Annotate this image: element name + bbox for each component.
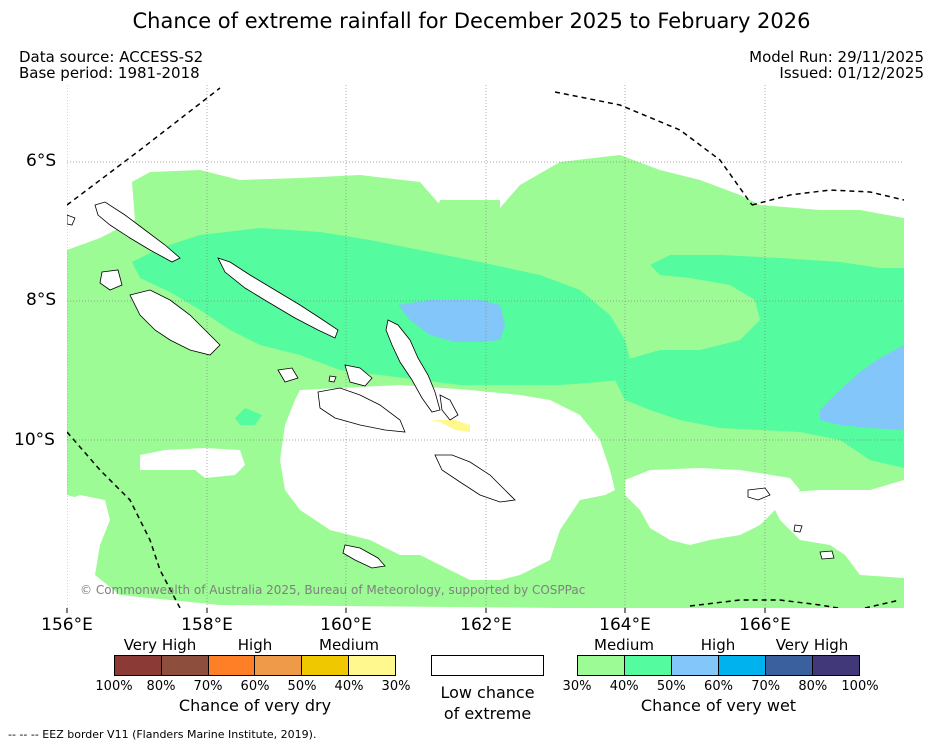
island-russell: [277, 367, 299, 383]
base-period-text: Base period: 1981-2018: [19, 64, 200, 82]
lon-label-162e: 162°E: [460, 615, 512, 635]
dry-tick-4: 50%: [287, 679, 317, 694]
island-vella: [99, 269, 123, 291]
wet-swatch-3: [718, 656, 765, 675]
wet-tick-6: 100%: [841, 679, 879, 694]
dry-heading-medium: Medium: [319, 636, 379, 654]
dry-legend-title: Chance of very dry: [178, 696, 332, 715]
low-chance-line2: of extreme: [443, 704, 532, 723]
dry-swatch-1: [160, 656, 208, 675]
lon-label-160e: 160°E: [320, 615, 372, 635]
island-florida: [344, 364, 373, 387]
wet-heading-very-high: Very High: [775, 636, 849, 654]
wet-heading-high: High: [700, 636, 736, 654]
low-chance-hole-1: [140, 448, 245, 478]
wet-tick-3: 60%: [704, 679, 733, 694]
lon-label-166e: 166°E: [739, 615, 791, 635]
wet-swatch-4: [765, 656, 812, 675]
lat-label-10s: 10°S: [14, 430, 55, 450]
dry-tick-3: 60%: [240, 679, 270, 694]
dry-colorbar: [114, 655, 396, 676]
island-vanikoro: [819, 550, 835, 560]
dry-heading-very-high: Very High: [123, 636, 197, 654]
wet-swatch-5: [812, 656, 859, 675]
dry-tick-6: 30%: [381, 679, 411, 694]
wet-swatch-1: [624, 656, 671, 675]
wet-swatch-0: [578, 656, 624, 675]
low-chance-hole-2: [280, 385, 615, 580]
low-chance-hole-4: [67, 495, 560, 608]
lat-label-8s: 8°S: [26, 290, 57, 310]
low-chance-label: Low chance of extreme: [420, 682, 555, 724]
wet-tick-5: 80%: [798, 679, 828, 694]
wet-swatch-2: [671, 656, 718, 675]
low-chance-hole-3: [625, 468, 800, 545]
island-santa-cruz: [747, 487, 771, 501]
lon-label-158e: 158°E: [181, 615, 233, 635]
island-malaita: [385, 319, 441, 413]
island-new-georgia: [129, 289, 221, 356]
dry-tick-1: 80%: [146, 679, 176, 694]
island-makira: [434, 454, 516, 503]
dry-heading-high: High: [237, 636, 273, 654]
wet-medium-high-region: [132, 228, 904, 468]
island-santa-isabel: [217, 257, 339, 339]
dry-swatch-5: [348, 656, 395, 675]
data-source-text: Data source: ACCESS-S2: [19, 48, 204, 66]
island-small-2: [328, 375, 337, 383]
lon-label-156e: 156°E: [41, 615, 93, 635]
dry-swatch-4: [301, 656, 349, 675]
wet-tick-4: 70%: [751, 679, 781, 694]
meta-right: Model Run: 29/11/2025 Issued: 01/12/2025: [749, 49, 924, 81]
island-utupua: [793, 524, 803, 533]
dry-tick-0: 100%: [95, 679, 133, 694]
graticule: [67, 85, 904, 608]
wet-legend-title: Chance of very wet: [640, 696, 797, 715]
island-choiseul: [94, 201, 181, 263]
wet-tick-2: 50%: [656, 679, 686, 694]
axis-ticks: [66, 608, 766, 613]
meta-left: Data source: ACCESS-S2 Base period: 1981…: [19, 49, 203, 81]
wet-heading-medium: Medium: [594, 636, 654, 654]
dry-swatch-2: [207, 656, 255, 675]
low-chance-line1: Low chance: [440, 683, 535, 702]
model-run-text: Model Run: 29/11/2025: [749, 48, 924, 66]
issued-text: Issued: 01/12/2025: [779, 64, 924, 82]
eez-borders: [67, 87, 904, 608]
wet-high-region: [398, 300, 904, 430]
dry-swatch-3: [254, 656, 302, 675]
map-title: Chance of extreme rainfall for December …: [132, 9, 811, 33]
wet-tick-0: 30%: [562, 679, 592, 694]
dry-tick-5: 40%: [334, 679, 364, 694]
wet-colorbar: [577, 655, 860, 676]
island-small-malaita: [439, 394, 459, 421]
low-chance-swatch: [431, 655, 544, 676]
coastlines: [67, 201, 835, 569]
lat-label-6s: 6°S: [26, 151, 57, 171]
island-guadalcanal: [317, 387, 406, 433]
wet-tick-1: 40%: [609, 679, 639, 694]
copyright-text: © Commonwealth of Australia 2025, Bureau…: [80, 583, 586, 597]
dry-medium-region: [430, 420, 470, 432]
island-rennell: [342, 544, 386, 569]
dry-tick-2: 70%: [193, 679, 223, 694]
island-small-1: [67, 214, 76, 226]
eez-footnote: -- -- -- EEZ border V11 (Flanders Marine…: [8, 728, 317, 741]
lon-label-164e: 164°E: [599, 615, 651, 635]
dry-swatch-0: [115, 656, 161, 675]
map-area: [67, 85, 904, 608]
